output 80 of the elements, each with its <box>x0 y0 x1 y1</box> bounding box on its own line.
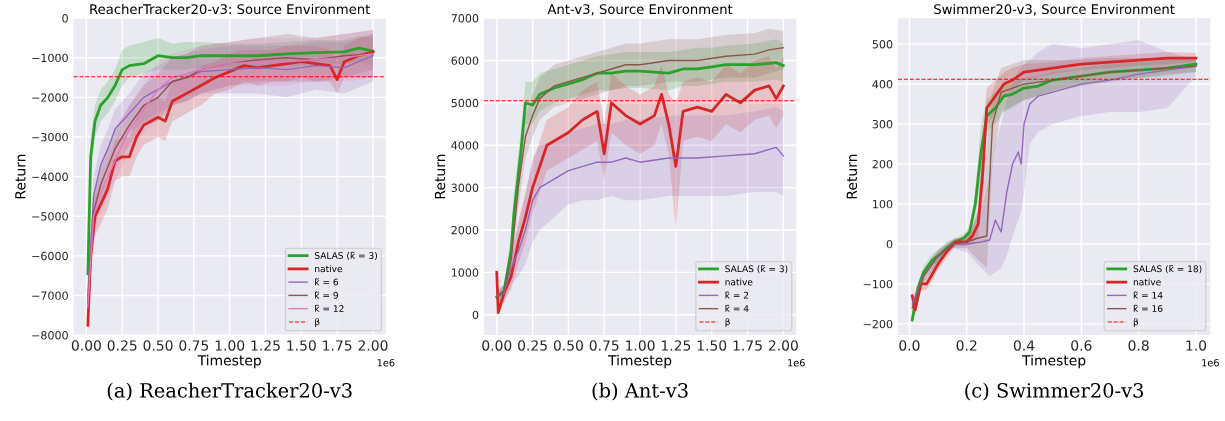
text: (b) Ant-v3 <box>592 382 688 401</box>
text: 1e6 <box>788 359 805 367</box>
x-tick-label: 0.75 <box>589 340 619 351</box>
y-tick-label: −8000 <box>32 331 68 340</box>
legend-label: k̃ = 12 <box>315 304 344 312</box>
y-tick-label: 1000 <box>451 268 479 277</box>
x-axis-title: Timestep <box>1022 354 1086 369</box>
legend-label: k̃ = 6 <box>315 278 339 286</box>
x-tick-label: 0.6 <box>1071 340 1092 351</box>
text: 1e6 <box>377 359 395 367</box>
chart-title: ReacherTracker20-v3: Source Environment <box>90 3 371 15</box>
x-tick-label: 0.00 <box>482 340 512 351</box>
y-axis-title: Return <box>434 154 446 199</box>
y-tick-label: 400 <box>872 80 893 89</box>
text: (c) Swimmer20-v3 <box>965 382 1144 401</box>
chart-title: Swimmer20-v3, Source Environment <box>934 3 1175 16</box>
x-tick-label: 1.25 <box>661 340 691 351</box>
x-tick-label: 1.0 <box>1186 340 1207 351</box>
legend-label: native <box>315 265 343 273</box>
y-tick-label: 6000 <box>451 56 479 65</box>
legend-label: SALAS (k̃ = 18) <box>1133 265 1202 274</box>
y-tick-label: −6000 <box>32 251 68 261</box>
x-axis-title: Timestep <box>608 354 672 369</box>
y-tick-label: −2000 <box>32 93 68 102</box>
y-tick-label: 100 <box>873 199 893 209</box>
text: 1e6 <box>1202 359 1219 367</box>
legend-label: k̃ = 14 <box>1133 291 1163 299</box>
legend-label: native <box>725 278 753 286</box>
legend-label: native <box>1133 278 1161 286</box>
y-tick-label: −4000 <box>32 172 68 181</box>
x-tick-label: 0.50 <box>553 340 583 351</box>
y-axis-title: Return <box>15 154 26 199</box>
x-tick-label: 2.00 <box>768 340 798 351</box>
x-tick-label: 1.50 <box>697 340 727 351</box>
y-tick-label: 0 <box>886 239 893 249</box>
x-axis-title: Timestep <box>197 354 261 369</box>
legend-label: β <box>1133 318 1139 327</box>
legend-label: k̃ = 9 <box>315 291 338 299</box>
y-tick-label: 0 <box>472 310 479 320</box>
x-tick-label: 0.00 <box>71 340 101 351</box>
y-tick-label: 4000 <box>451 141 479 150</box>
legend-label: k̃ = 16 <box>1133 304 1163 312</box>
x-tick-label: 1.00 <box>215 340 245 351</box>
x-tick-label: 1.50 <box>287 340 316 351</box>
x-tick-label: 0.25 <box>518 340 547 351</box>
y-tick-label: −3000 <box>32 132 68 142</box>
x-tick-label: 0.8 <box>1128 340 1149 351</box>
y-tick-label: −7000 <box>32 291 68 300</box>
legend-label: k̃ = 4 <box>725 304 749 312</box>
y-tick-label: −100 <box>863 279 893 289</box>
y-tick-label: 3000 <box>451 183 479 193</box>
y-axis-title: Return <box>846 154 858 199</box>
x-tick-label: 2.00 <box>358 340 388 351</box>
legend-label: k̃ = 2 <box>725 291 749 299</box>
x-tick-label: 0.4 <box>1013 340 1035 351</box>
legend-label: β <box>315 318 320 327</box>
x-tick-label: 0.25 <box>107 340 137 351</box>
x-tick-label: 1.75 <box>733 340 762 351</box>
y-tick-label: 300 <box>872 120 893 129</box>
x-tick-label: 1.00 <box>626 340 655 351</box>
y-tick-label: 7000 <box>451 14 479 23</box>
y-tick-label: 0 <box>62 14 68 23</box>
chart-title: Ant-v3, Source Environment <box>547 3 733 16</box>
y-tick-label: 5000 <box>451 98 479 108</box>
y-tick-label: 2000 <box>451 225 479 235</box>
y-tick-label: 500 <box>872 40 893 49</box>
x-tick-label: 1.25 <box>251 340 280 351</box>
x-tick-label: 0.2 <box>956 340 977 351</box>
y-tick-label: 200 <box>872 159 893 169</box>
legend-label: SALAS (k̃ = 3) <box>314 251 377 260</box>
y-tick-label: −200 <box>863 319 893 329</box>
x-tick-label: 0.75 <box>179 340 209 351</box>
legend-label: β <box>725 318 730 327</box>
legend-label: SALAS (k̃ = 3) <box>725 265 788 274</box>
x-tick-label: 0.0 <box>899 340 920 351</box>
text: (a) ReacherTracker20-v3 <box>107 382 352 401</box>
y-tick-label: −5000 <box>32 212 68 221</box>
y-tick-label: −1000 <box>32 53 68 63</box>
x-tick-label: 0.50 <box>143 340 173 351</box>
x-tick-label: 1.75 <box>323 340 352 351</box>
